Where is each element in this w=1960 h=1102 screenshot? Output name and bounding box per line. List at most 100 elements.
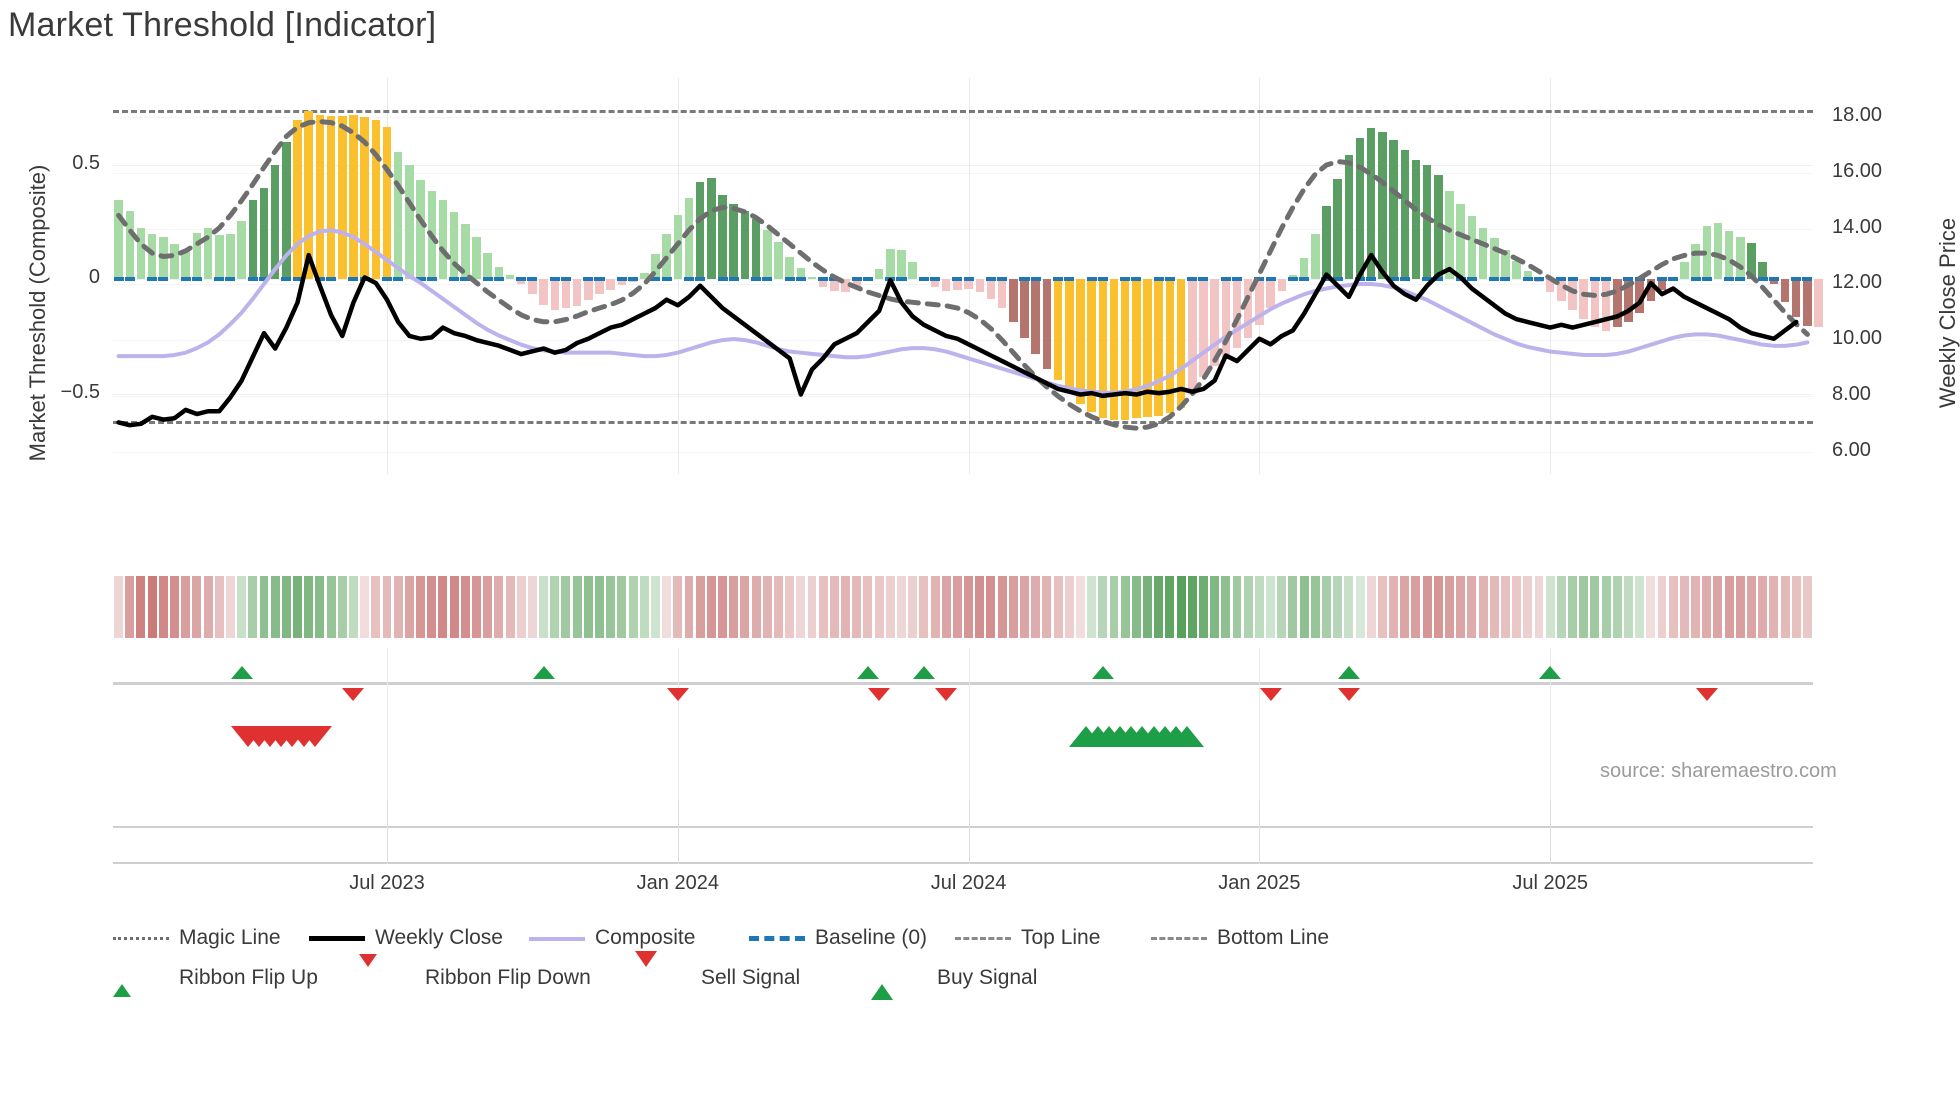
histogram-bar xyxy=(472,237,481,280)
baseline-segment xyxy=(460,277,471,282)
histogram-bar xyxy=(1814,279,1823,328)
ribbon-cell xyxy=(147,576,157,638)
legend-item[interactable]: Ribbon Flip Down xyxy=(359,954,627,990)
ribbon-cell xyxy=(1165,576,1175,638)
baseline-segment xyxy=(493,277,504,282)
baseline-segment xyxy=(1556,277,1567,282)
ribbon-cell xyxy=(203,576,213,638)
histogram-bar xyxy=(1277,279,1286,291)
ribbon-cell xyxy=(393,576,403,638)
baseline-segment xyxy=(762,277,773,282)
ribbon-cell xyxy=(326,576,336,638)
histogram-bar xyxy=(136,227,146,280)
histogram-bar xyxy=(1456,203,1465,280)
ribbon-cell xyxy=(1221,576,1231,638)
histogram-bar xyxy=(1501,249,1510,280)
legend-item[interactable]: Top Line xyxy=(955,926,1143,950)
baseline-segment xyxy=(862,277,873,282)
ribbon-cell xyxy=(1422,576,1432,638)
ribbon-cell xyxy=(1210,576,1220,638)
histogram-bar xyxy=(997,279,1007,309)
baseline-segment xyxy=(1623,277,1634,282)
x-gridline-lower xyxy=(968,800,970,864)
legend-item[interactable]: Magic Line xyxy=(113,926,301,950)
ribbon-cell xyxy=(1747,576,1756,638)
baseline-segment xyxy=(191,277,202,282)
x-axis-tick: Jul 2025 xyxy=(1512,872,1588,894)
baseline-segment xyxy=(997,277,1008,282)
baseline-segment xyxy=(930,277,941,282)
ribbon-cell xyxy=(337,576,347,638)
histogram-bar xyxy=(505,274,515,280)
histogram-bar xyxy=(1713,223,1723,280)
histogram-bar xyxy=(1243,279,1253,338)
baseline-segment xyxy=(1768,277,1779,282)
ribbon-cell xyxy=(1500,576,1510,638)
baseline-segment xyxy=(348,277,359,282)
main-plot-area xyxy=(113,78,1823,474)
histogram-bar xyxy=(1311,233,1320,280)
magic-line xyxy=(116,118,1810,431)
histogram-bar xyxy=(1579,279,1588,320)
histogram-bar xyxy=(964,279,973,289)
ribbon-cell xyxy=(1232,576,1242,638)
ribbon-cell xyxy=(1064,576,1074,638)
ribbon-cell xyxy=(841,576,851,638)
histogram-bar xyxy=(1053,279,1063,381)
baseline-segment xyxy=(449,277,460,282)
baseline-segment xyxy=(147,277,158,282)
legend-item[interactable]: Composite xyxy=(529,926,741,950)
baseline-segment xyxy=(784,277,795,282)
ribbon-cell xyxy=(360,576,370,638)
ribbon-cell xyxy=(1098,576,1108,638)
histogram-bar xyxy=(1165,279,1175,414)
baseline-segment xyxy=(326,277,337,282)
baseline-segment xyxy=(1187,277,1198,282)
line-overlay xyxy=(116,118,1810,431)
baseline-segment xyxy=(426,277,437,282)
histogram-bar xyxy=(1098,279,1108,418)
histogram-bar xyxy=(1109,279,1119,421)
ribbon-cell xyxy=(315,576,325,638)
ribbon-cell xyxy=(863,576,873,638)
ribbon-cell xyxy=(595,576,604,638)
ribbon-cell xyxy=(382,576,392,638)
ribbon-cell xyxy=(1154,576,1164,638)
ribbon-cell xyxy=(1198,576,1208,638)
legend-item[interactable]: Baseline (0) xyxy=(749,926,947,950)
ribbon-flip-up-marker xyxy=(1337,666,1360,679)
ribbon-cell xyxy=(539,576,549,638)
histogram-bar xyxy=(1176,279,1186,408)
baseline-segment xyxy=(247,277,258,282)
ribbon-cell xyxy=(293,576,302,638)
histogram-bar xyxy=(248,200,258,280)
histogram-bar xyxy=(1803,279,1812,327)
ribbon-cell xyxy=(1802,576,1812,638)
legend-item[interactable]: Sell Signal xyxy=(635,951,863,990)
ribbon-cell xyxy=(695,576,705,638)
ribbon-cell xyxy=(1310,576,1320,638)
histogram-bar xyxy=(651,254,660,280)
ribbon-cell xyxy=(1657,576,1667,638)
ribbon-cell xyxy=(1780,576,1790,638)
buy-signal-marker xyxy=(1170,726,1205,747)
ribbon-flip-down-marker xyxy=(342,688,365,701)
ribbon-cell xyxy=(281,576,291,638)
dashed-line-icon xyxy=(955,927,1011,949)
baseline-segment xyxy=(1701,277,1712,282)
ribbon-cell xyxy=(427,576,437,638)
ribbon-cell xyxy=(1545,576,1555,638)
legend-item[interactable]: Ribbon Flip Up xyxy=(113,966,351,997)
ribbon-cell xyxy=(773,576,783,638)
legend-item[interactable]: Bottom Line xyxy=(1151,926,1351,950)
legend-item[interactable]: Buy Signal xyxy=(871,966,1091,1000)
baseline-segment xyxy=(1131,277,1142,282)
legend-item[interactable]: Weekly Close xyxy=(309,926,521,950)
gridline-secondary xyxy=(113,284,1813,286)
histogram-bar xyxy=(293,120,302,280)
ribbon-cell xyxy=(941,576,951,638)
ribbon-cell xyxy=(1389,576,1399,638)
chart-legend: Magic Line Weekly Close Composite Baseline … xyxy=(113,918,1873,1000)
ribbon-cell xyxy=(729,576,739,638)
ribbon-flip-up-marker xyxy=(230,666,253,679)
